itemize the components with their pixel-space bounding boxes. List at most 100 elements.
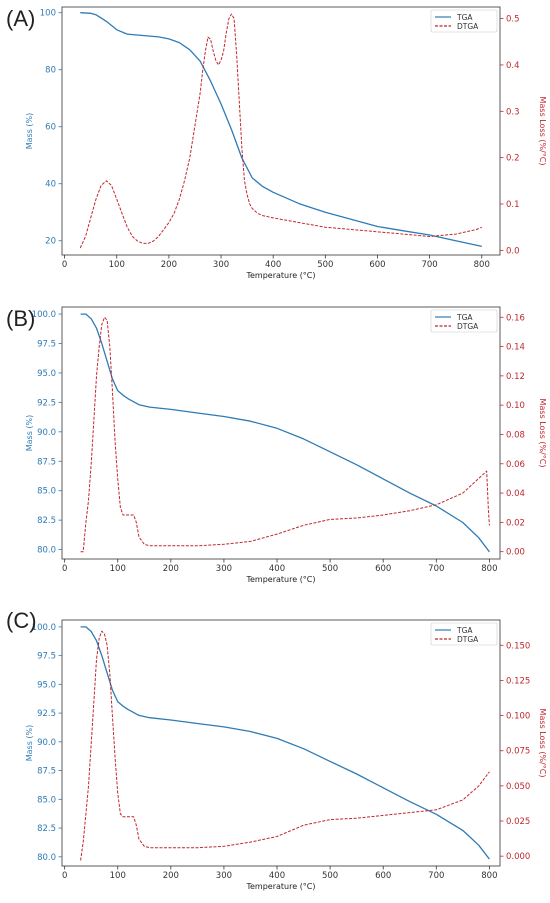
dtga-line xyxy=(79,13,482,249)
legend-dtga-label: DTGA xyxy=(457,22,479,31)
y-tick-label: 97.5 xyxy=(37,652,56,662)
x-tick-label: 0 xyxy=(62,260,67,270)
y-tick-label: 100.0 xyxy=(32,623,56,633)
x-tick-label: 700 xyxy=(428,564,444,574)
y2-axis-label: Mass Loss (%/°C) xyxy=(538,399,547,468)
y-tick-label: 80 xyxy=(45,66,56,76)
y2-tick-label: 0.100 xyxy=(506,712,530,722)
x-tick-label: 600 xyxy=(369,260,385,270)
y2-tick-label: 0.08 xyxy=(506,430,525,440)
x-tick-label: 300 xyxy=(216,564,232,574)
chart-panel-c: 0 100 200 300 400 500 600 700 800 80.0 82.5 85.0 87.… xyxy=(0,602,550,903)
x-tick-label: 100 xyxy=(110,564,126,574)
legend-tga-label: TGA xyxy=(456,626,473,635)
chart-svg-c: 0 100 200 300 400 500 600 700 800 80.0 82.5 85.0 87.… xyxy=(25,619,547,891)
x-tick-label: 800 xyxy=(481,871,497,881)
y-tick-label: 87.5 xyxy=(37,767,56,777)
y2-tick-label: 0.04 xyxy=(506,489,525,499)
y-tick-label: 90.0 xyxy=(37,428,56,438)
y2-tick-label: 0.000 xyxy=(506,852,530,862)
y2-tick-label: 0.02 xyxy=(506,518,525,528)
y2-axis-label: Mass Loss (%/°C) xyxy=(538,709,547,778)
y-tick-label: 95.0 xyxy=(37,680,56,690)
legend-tga-label: TGA xyxy=(456,313,473,322)
chart-svg-b: 0 100 200 300 400 500 600 700 800 80.0 82.5 85.0 87.… xyxy=(25,306,547,584)
panel-label-c: (C) xyxy=(6,608,37,633)
y2-tick-label: 0.1 xyxy=(506,200,520,210)
y-tick-label: 85.0 xyxy=(37,795,56,805)
legend-box xyxy=(430,309,498,333)
y-tick-label: 100 xyxy=(40,9,56,19)
x-tick-label: 800 xyxy=(474,260,490,270)
legend-dtga-label: DTGA xyxy=(457,635,479,644)
y2-tick-label: 0.2 xyxy=(506,154,520,164)
tga-line xyxy=(80,12,482,248)
y-tick-label: 92.5 xyxy=(37,398,56,408)
x-tick-label: 400 xyxy=(265,260,281,270)
y-tick-label: 85.0 xyxy=(37,487,56,497)
legend-tga-label: TGA xyxy=(456,13,473,22)
chart-panel-b: 0 100 200 300 400 500 600 700 800 80.0 82.5 85.0 87.… xyxy=(0,300,550,602)
y-tick-label: 20 xyxy=(45,237,56,247)
x-tick-label: 100 xyxy=(109,260,125,270)
y2-tick-label: 0.0 xyxy=(506,246,520,256)
chart-panel-a: 0 100 200 300 400 500 600 700 800 20 40 60 80 100 0.0 0… xyxy=(0,0,550,300)
legend-box xyxy=(430,622,498,646)
tga-line xyxy=(80,626,490,860)
x-tick-label: 500 xyxy=(317,260,333,270)
y2-tick-label: 0.125 xyxy=(506,676,530,686)
plot-frame xyxy=(61,6,501,256)
y-tick-label: 95.0 xyxy=(37,369,56,379)
dtga-line xyxy=(80,630,490,861)
x-tick-label: 400 xyxy=(269,564,285,574)
x-tick-label: 700 xyxy=(421,260,437,270)
x-tick-label: 400 xyxy=(269,871,285,881)
y2-tick-label: 0.3 xyxy=(506,107,520,117)
y-tick-label: 40 xyxy=(45,180,56,190)
y-tick-label: 82.5 xyxy=(37,824,56,834)
x-tick-label: 200 xyxy=(163,564,179,574)
x-tick-label: 0 xyxy=(62,871,67,881)
y-tick-label: 60 xyxy=(45,123,56,133)
x-axis-label: Temperature (°C) xyxy=(245,575,315,584)
x-tick-label: 700 xyxy=(428,871,444,881)
y-axis-label: Mass (%) xyxy=(25,113,34,150)
dtga-line xyxy=(80,316,490,553)
y2-tick-label: 0.150 xyxy=(506,641,530,651)
plot-frame xyxy=(61,306,501,560)
x-axis-label: Temperature (°C) xyxy=(245,271,315,280)
y2-tick-label: 0.10 xyxy=(506,401,525,411)
y2-tick-label: 0.16 xyxy=(506,313,525,323)
x-tick-label: 200 xyxy=(161,260,177,270)
y-axis-label: Mass (%) xyxy=(25,415,34,452)
y2-tick-label: 0.4 xyxy=(506,61,520,71)
x-tick-label: 100 xyxy=(110,871,126,881)
y-tick-label: 80.0 xyxy=(37,853,56,863)
y2-axis-label: Mass Loss (%/°C) xyxy=(538,97,547,166)
x-tick-label: 600 xyxy=(375,871,391,881)
x-axis-label: Temperature (°C) xyxy=(245,882,315,891)
y2-tick-label: 0.050 xyxy=(506,782,530,792)
y-tick-label: 100.0 xyxy=(32,310,56,320)
y-tick-label: 92.5 xyxy=(37,709,56,719)
y2-tick-label: 0.12 xyxy=(506,372,525,382)
x-tick-label: 500 xyxy=(322,871,338,881)
y2-tick-label: 0.075 xyxy=(506,747,530,757)
x-tick-label: 800 xyxy=(481,564,497,574)
panel-label-a: (A) xyxy=(6,6,36,31)
plot-frame xyxy=(61,619,501,867)
legend-box xyxy=(430,9,498,33)
tga-line xyxy=(80,313,490,553)
y-tick-label: 87.5 xyxy=(37,457,56,467)
y2-tick-label: 0.025 xyxy=(506,817,530,827)
y-tick-label: 90.0 xyxy=(37,738,56,748)
y-tick-label: 82.5 xyxy=(37,516,56,526)
chart-svg-a: 0 100 200 300 400 500 600 700 800 20 40 60 80 100 0.0 0… xyxy=(25,6,547,280)
x-tick-label: 200 xyxy=(163,871,179,881)
x-tick-label: 0 xyxy=(62,564,67,574)
y-tick-label: 97.5 xyxy=(37,340,56,350)
x-tick-label: 500 xyxy=(322,564,338,574)
y2-tick-label: 0.00 xyxy=(506,548,525,558)
panel-label-b: (B) xyxy=(6,306,36,331)
y-axis-label: Mass (%) xyxy=(25,725,34,762)
